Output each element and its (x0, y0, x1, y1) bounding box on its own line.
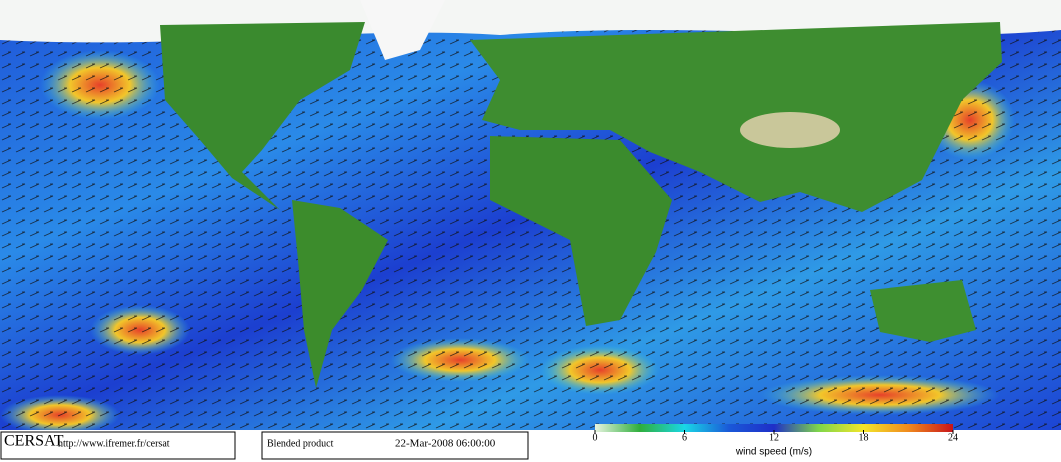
credit-box (0, 431, 236, 460)
north-america (160, 22, 365, 210)
colorbar-label: wind speed (m/s) (735, 447, 812, 458)
colorbar-bar (595, 424, 953, 432)
australia (870, 280, 976, 342)
colorbar-tick-label: 18 (859, 432, 869, 443)
colorbar-tick-label: 12 (769, 432, 779, 443)
map (0, 0, 1061, 435)
producer: CERSAT (4, 433, 64, 450)
colorbar: 0 6 12 18 24 wind speed (m/s) (593, 424, 958, 458)
africa (490, 136, 672, 326)
south-america (292, 200, 388, 388)
product: Blended product (267, 438, 334, 449)
plateau (740, 112, 840, 148)
eurasia (470, 22, 1002, 212)
colorbar-tick-label: 24 (948, 432, 958, 443)
date: 22-Mar-2008 06:00:00 (395, 438, 496, 450)
product-box (261, 431, 529, 460)
greenland (360, 0, 445, 60)
colorbar-tick-label: 6 (682, 432, 687, 443)
url: http://www.ifremer.fr/cersat (58, 438, 170, 449)
colorbar-tick-label: 0 (593, 432, 598, 443)
